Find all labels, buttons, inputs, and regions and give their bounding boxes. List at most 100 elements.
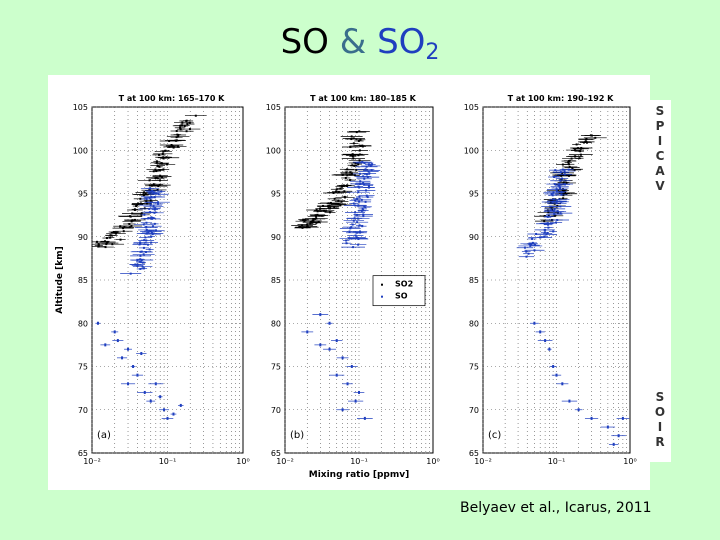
so2-point (175, 130, 178, 133)
so-point (552, 365, 555, 368)
so2-point (573, 168, 576, 171)
so2-point (172, 146, 175, 149)
legend-marker (381, 283, 383, 286)
so-point (136, 263, 139, 266)
so2-point (561, 163, 564, 166)
so2-point (343, 195, 346, 198)
y-tick-label: 100 (73, 146, 88, 155)
so2-point (179, 126, 182, 129)
so2-point (327, 204, 330, 207)
so2-point (185, 119, 188, 122)
so2-point (329, 201, 332, 204)
so-point (559, 171, 562, 174)
so-point (365, 194, 368, 197)
so-point (556, 219, 559, 222)
x-tick-label: 10⁻² (276, 457, 294, 466)
so2-point (337, 199, 340, 202)
so2-point (310, 221, 313, 224)
y-tick-label: 75 (271, 363, 281, 372)
so2-point (351, 155, 354, 158)
so2-point (162, 168, 165, 171)
so-point (364, 206, 367, 209)
so-point (525, 250, 528, 253)
so2-point (165, 156, 168, 159)
so2-point (166, 163, 169, 166)
so-point (553, 207, 556, 210)
so2-point (357, 154, 360, 157)
so-point (152, 192, 155, 195)
so2-point (155, 170, 158, 173)
so2-point (157, 185, 160, 188)
so2-point (143, 207, 146, 210)
so2-point (97, 243, 100, 246)
so-point (350, 226, 353, 229)
so-point (157, 201, 160, 204)
so-point (590, 416, 593, 420)
so-point (550, 209, 553, 212)
so-point (554, 169, 557, 172)
spicav-letter: V (655, 179, 665, 193)
so-point (148, 211, 151, 214)
so2-point (327, 202, 330, 205)
so-point (363, 177, 366, 180)
so-point (362, 213, 365, 216)
so2-point (177, 135, 180, 138)
so-point (352, 246, 355, 249)
so-point (551, 194, 554, 197)
x-tick-label: 10⁻¹ (548, 457, 566, 466)
so-point (127, 382, 130, 386)
y-tick-label: 105 (73, 103, 88, 112)
so-point (577, 408, 580, 412)
so-point (357, 185, 360, 188)
so-point (153, 208, 156, 211)
so2-point (113, 231, 116, 234)
so2-point (315, 221, 318, 224)
so-point (146, 243, 149, 246)
so-point (156, 202, 159, 205)
so2-point (104, 246, 107, 249)
so-point (552, 230, 555, 233)
so-point (554, 175, 557, 178)
so2-point (562, 181, 565, 184)
so-point (559, 212, 562, 215)
so2-point (176, 133, 179, 136)
so2-point (181, 124, 184, 127)
so2-point (553, 202, 556, 205)
so-point (356, 213, 359, 216)
panel-title: T at 100 km: 190–192 K (508, 94, 615, 103)
so2-point (337, 191, 340, 194)
so2-point (158, 165, 161, 168)
so2-point (186, 123, 189, 126)
so-point (335, 373, 338, 377)
so-point (567, 168, 570, 171)
so2-point (315, 215, 318, 218)
so2-point (357, 163, 360, 166)
so-point (563, 173, 566, 176)
so2-point (574, 155, 577, 158)
slide-title: SO & SO2 (0, 22, 720, 65)
so-point (353, 217, 356, 220)
so-point (146, 217, 149, 220)
so2-point (316, 210, 319, 213)
so2-point (106, 240, 109, 243)
so-point (358, 195, 361, 198)
so-point (554, 221, 557, 224)
so2-point (547, 214, 550, 217)
y-tick-label: 90 (271, 233, 281, 242)
y-tick-label: 65 (469, 449, 479, 458)
so-point (355, 231, 358, 234)
so-point (561, 168, 564, 171)
so2-point (176, 145, 179, 148)
so-point (150, 235, 153, 238)
so2-point (560, 174, 563, 177)
so2-point (579, 150, 582, 153)
so-point (531, 237, 534, 240)
so2-point (122, 230, 125, 233)
so-point (138, 243, 141, 246)
so-point (362, 209, 365, 212)
so2-point (552, 199, 555, 202)
so-point (363, 416, 366, 420)
so2-point (188, 121, 191, 124)
